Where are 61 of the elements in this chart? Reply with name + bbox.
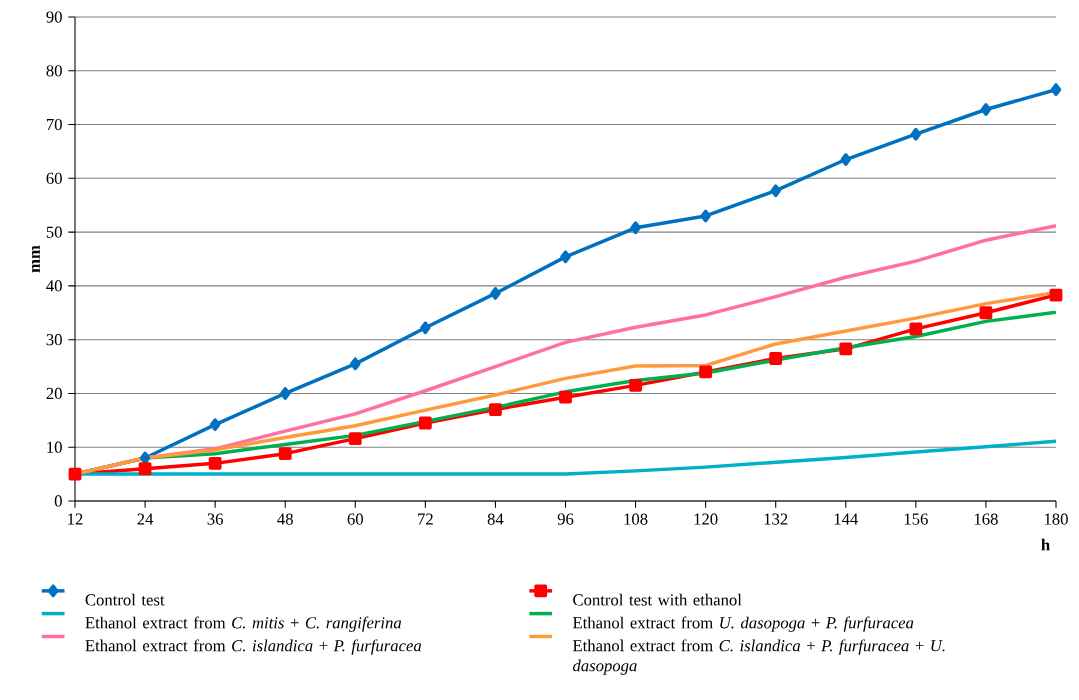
legend-label: Control test [85, 593, 165, 606]
x-tick-label: 120 [694, 513, 718, 525]
y-tick-label: 40 [46, 280, 62, 292]
x-tick-label: 12 [68, 513, 83, 525]
point [279, 387, 291, 400]
x-tick-label: 108 [624, 513, 648, 525]
x-tick-label: 180 [1044, 513, 1068, 525]
y-tick-label: 60 [46, 172, 62, 184]
point [138, 462, 152, 476]
point [139, 451, 151, 465]
point [1049, 288, 1063, 302]
x-tick-label: 36 [207, 513, 223, 525]
point [278, 447, 292, 461]
y-tick-label: 30 [46, 334, 62, 346]
point [489, 403, 502, 416]
x-tick-label: 48 [277, 513, 293, 525]
x-axis-title: h [1041, 538, 1050, 551]
y-tick-label: 70 [46, 118, 62, 131]
point [979, 306, 993, 320]
point [420, 321, 431, 335]
point [980, 103, 992, 116]
point [350, 357, 361, 371]
x-tick-label: 132 [764, 513, 788, 525]
x-tick-label: 168 [974, 513, 998, 525]
point [700, 209, 711, 223]
x-tick-label: 60 [347, 513, 363, 525]
x-tick-label: 144 [834, 513, 859, 525]
point [490, 287, 501, 300]
y-tick-label: 0 [54, 495, 62, 507]
y-axis-title: mm [31, 245, 40, 273]
x-tick-label: 156 [904, 513, 928, 525]
point [629, 378, 642, 392]
x-tick-label: 24 [137, 513, 154, 525]
y-tick-label: 20 [46, 387, 62, 400]
legend-label: Control test with ethanol [573, 593, 742, 606]
x-tick-label: 72 [418, 513, 433, 525]
legend-label: Ethanol extract from U. dasopoga + P. furfuracea [572, 616, 914, 632]
point [909, 322, 923, 336]
point [699, 365, 713, 379]
point [348, 432, 362, 446]
legend-label: Ethanol extract from C. mitis + C. rangiferina [85, 616, 402, 632]
text: Ethanol extract from C. islandica + P. furfuracea + U. dasopoga [572, 639, 945, 675]
y-tick-label: 10 [47, 441, 62, 453]
point [559, 390, 572, 404]
point [630, 221, 641, 235]
point [209, 418, 221, 432]
point [910, 127, 922, 141]
legend-label: Ethanol extract from C. islandica + P. furfuracea [85, 639, 422, 655]
y-tick-label: 50 [46, 226, 62, 238]
point [418, 416, 432, 430]
point [1050, 83, 1062, 97]
x-tick-label: 84 [487, 513, 504, 525]
point [208, 456, 222, 470]
x-tick-label: 96 [557, 513, 574, 525]
y-tick-label: 80 [46, 65, 62, 77]
point [770, 184, 781, 198]
y-tick-label: 90 [46, 11, 62, 23]
point [840, 153, 852, 166]
point [839, 342, 853, 356]
point [769, 352, 783, 365]
point [560, 250, 571, 264]
